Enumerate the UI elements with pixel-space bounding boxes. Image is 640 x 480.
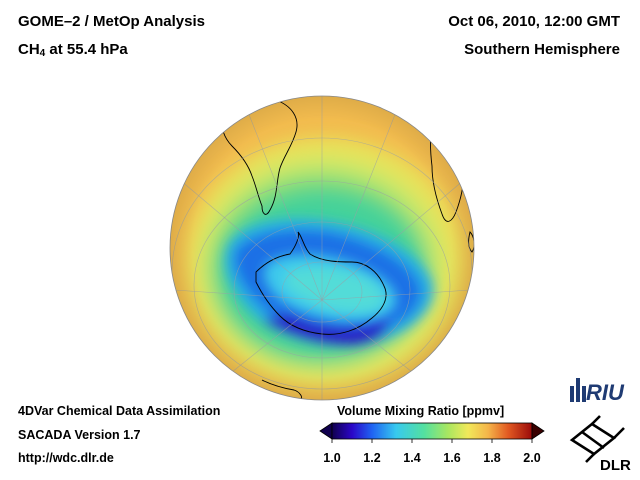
map-title: GOME–2 / MetOp Analysis bbox=[18, 13, 205, 30]
colorbar-tick-label: 1.2 bbox=[363, 451, 381, 465]
colorbar bbox=[319, 422, 545, 443]
species-pressure-label: CH4 at 55.4 hPa bbox=[18, 41, 128, 59]
riu-logo-mark bbox=[570, 386, 574, 402]
colorbar-gradient bbox=[331, 422, 533, 440]
globe-outline bbox=[169, 95, 475, 401]
species-subscript: 4 bbox=[39, 48, 46, 59]
pressure-level: at 55.4 hPa bbox=[45, 41, 128, 58]
dlr-logo-text: DLR bbox=[600, 457, 631, 474]
assimilation-label: 4DVar Chemical Data Assimilation bbox=[18, 404, 221, 418]
colorbar-max-arrow bbox=[531, 422, 545, 440]
riu-logo-text: RIU bbox=[586, 380, 625, 405]
region-label: Southern Hemisphere bbox=[464, 41, 620, 58]
colorbar-tick-label: 1.0 bbox=[323, 451, 341, 465]
dlr-logo-mark bbox=[569, 415, 625, 463]
colorbar-tick-label: 1.6 bbox=[443, 451, 461, 465]
colorbar-min-arrow bbox=[319, 422, 333, 440]
version-label: SACADA Version 1.7 bbox=[18, 428, 141, 442]
species-name: CH bbox=[18, 41, 40, 58]
riu-logo: RIU bbox=[570, 378, 625, 405]
analysis-date: Oct 06, 2010, 12:00 GMT bbox=[448, 13, 620, 30]
colorbar-title: Volume Mixing Ratio [ppmv] bbox=[337, 404, 505, 418]
dlr-logo: DLR bbox=[569, 415, 631, 474]
globe-field bbox=[170, 96, 474, 400]
colorbar-tick-label: 2.0 bbox=[523, 451, 541, 465]
source-url: http://wdc.dlr.de bbox=[18, 451, 114, 465]
colorbar-tick-label: 1.4 bbox=[403, 451, 421, 465]
colorbar-tick-label: 1.8 bbox=[483, 451, 501, 465]
